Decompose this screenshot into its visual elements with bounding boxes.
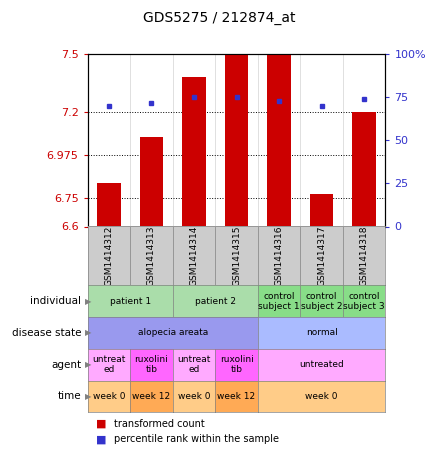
Text: GSM1414316: GSM1414316 [275,226,283,286]
Bar [140,137,163,226]
Text: GSM1414315: GSM1414315 [232,226,241,286]
Bar [97,183,120,226]
Text: GSM1414317: GSM1414317 [317,226,326,286]
Text: alopecia areata: alopecia areata [138,328,208,337]
Text: GSM1414314: GSM1414314 [190,226,198,286]
Text: control
subject 1: control subject 1 [258,292,300,311]
Bar [353,112,376,226]
Text: ■: ■ [96,419,107,429]
Text: agent: agent [51,360,81,370]
Text: normal: normal [306,328,338,337]
Text: untreat
ed: untreat ed [92,355,126,374]
Text: disease state: disease state [11,328,81,338]
Text: ▶: ▶ [85,328,92,337]
Text: ruxolini
tib: ruxolini tib [134,355,168,374]
Text: time: time [57,391,81,401]
Text: untreated: untreated [299,360,344,369]
Text: week 0: week 0 [305,392,338,401]
Text: week 12: week 12 [217,392,256,401]
Text: percentile rank within the sample: percentile rank within the sample [114,434,279,444]
Bar [182,77,206,226]
Text: week 0: week 0 [92,392,125,401]
Bar [225,54,248,226]
Text: ▶: ▶ [85,392,92,401]
Text: GSM1414313: GSM1414313 [147,226,156,286]
Text: control
subject 2: control subject 2 [301,292,343,311]
Text: week 0: week 0 [178,392,210,401]
Text: transformed count: transformed count [114,419,205,429]
Text: patient 2: patient 2 [195,297,236,306]
Text: control
subject 3: control subject 3 [343,292,385,311]
Text: ruxolini
tib: ruxolini tib [219,355,254,374]
Text: ■: ■ [96,434,107,444]
Text: week 12: week 12 [132,392,170,401]
Text: individual: individual [30,296,81,306]
Text: untreat
ed: untreat ed [177,355,211,374]
Text: GSM1414318: GSM1414318 [360,226,369,286]
Bar [310,194,333,226]
Text: ▶: ▶ [85,360,92,369]
Text: GSM1414312: GSM1414312 [104,226,113,286]
Text: GDS5275 / 212874_at: GDS5275 / 212874_at [143,11,295,25]
Bar [267,54,291,226]
Text: patient 1: patient 1 [110,297,151,306]
Text: ▶: ▶ [85,297,92,306]
